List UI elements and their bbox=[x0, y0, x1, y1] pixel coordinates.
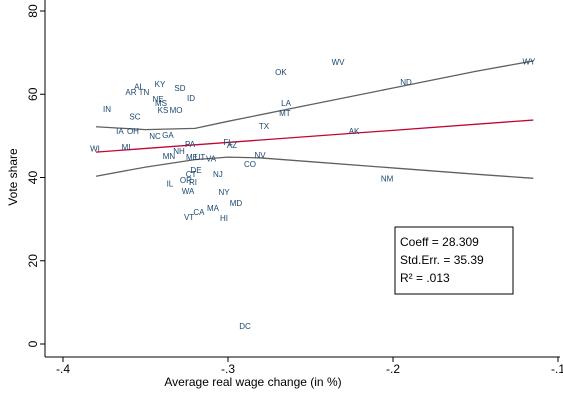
state-label: PA bbox=[185, 140, 196, 149]
annotation: Std.Err. = 35.39 bbox=[400, 253, 484, 267]
state-label: SD bbox=[174, 84, 185, 93]
state-label: OK bbox=[275, 68, 287, 77]
state-label: MA bbox=[207, 204, 220, 213]
fit-line bbox=[95, 156, 534, 179]
state-label: KS bbox=[158, 106, 169, 115]
x-tick-label: -.3 bbox=[221, 362, 235, 376]
state-label: ID bbox=[187, 94, 195, 103]
state-label: UT bbox=[195, 153, 206, 162]
state-label: CT bbox=[186, 170, 197, 179]
state-label: NC bbox=[149, 132, 161, 141]
state-label: MT bbox=[279, 109, 291, 118]
state-label: WY bbox=[523, 57, 537, 66]
state-label: CA bbox=[193, 208, 205, 217]
state-label: WV bbox=[332, 58, 346, 67]
state-label: MO bbox=[170, 106, 183, 115]
x-tick-label: -.1 bbox=[551, 362, 563, 376]
state-label: TX bbox=[259, 122, 270, 131]
state-label: AL bbox=[134, 82, 144, 91]
state-label: OH bbox=[127, 127, 139, 136]
y-tick-label: 60 bbox=[26, 87, 40, 101]
state-label: VA bbox=[206, 154, 217, 163]
y-tick-label: 40 bbox=[26, 171, 40, 185]
state-label: WA bbox=[182, 187, 195, 196]
state-label: NH bbox=[173, 147, 185, 156]
state-label: DC bbox=[239, 322, 251, 331]
x-tick-label: -.2 bbox=[386, 362, 400, 376]
state-label: IA bbox=[116, 127, 124, 136]
x-axis-title: Average real wage change (in %) bbox=[164, 375, 341, 389]
state-label: AR bbox=[125, 88, 136, 97]
annotation: Coeff = 28.309 bbox=[400, 235, 479, 249]
stats-box bbox=[394, 226, 514, 295]
y-tick-label: 20 bbox=[26, 254, 40, 268]
state-label: IN bbox=[103, 105, 111, 114]
state-label: DE bbox=[190, 166, 201, 175]
state-label: AZ bbox=[227, 141, 237, 150]
y-axis-title: Vote share bbox=[6, 148, 20, 206]
state-label: GA bbox=[162, 131, 174, 140]
y-tick-label: 80 bbox=[26, 4, 40, 18]
state-label: NM bbox=[381, 174, 394, 183]
state-label: MN bbox=[163, 152, 176, 161]
fit-line bbox=[95, 119, 534, 153]
state-label: AK bbox=[349, 127, 360, 136]
state-label: OR bbox=[180, 176, 192, 185]
state-label: SC bbox=[129, 112, 140, 121]
state-label: MI bbox=[122, 143, 131, 152]
state-label: TN bbox=[139, 88, 150, 97]
state-label: NY bbox=[218, 188, 230, 197]
state-label: HI bbox=[220, 214, 228, 223]
annotation: R² = .013 bbox=[400, 271, 450, 285]
state-label: NV bbox=[254, 151, 266, 160]
state-label: VT bbox=[184, 213, 194, 222]
state-label: FL bbox=[223, 138, 233, 147]
state-label: CO bbox=[244, 160, 256, 169]
state-label: MD bbox=[230, 199, 243, 208]
x-tick-label: -.4 bbox=[56, 362, 70, 376]
fit-line bbox=[95, 60, 534, 131]
y-tick-label: 0 bbox=[26, 340, 40, 347]
state-label: WI bbox=[90, 144, 100, 153]
state-label: NE bbox=[152, 95, 163, 104]
state-label: ME bbox=[186, 153, 198, 162]
state-label: KY bbox=[155, 80, 166, 89]
state-label: NJ bbox=[213, 170, 223, 179]
state-label: LA bbox=[281, 99, 291, 108]
state-label: MS bbox=[155, 99, 167, 108]
state-label: RI bbox=[189, 178, 197, 187]
state-label: IL bbox=[167, 179, 174, 188]
state-label: ND bbox=[400, 78, 412, 87]
